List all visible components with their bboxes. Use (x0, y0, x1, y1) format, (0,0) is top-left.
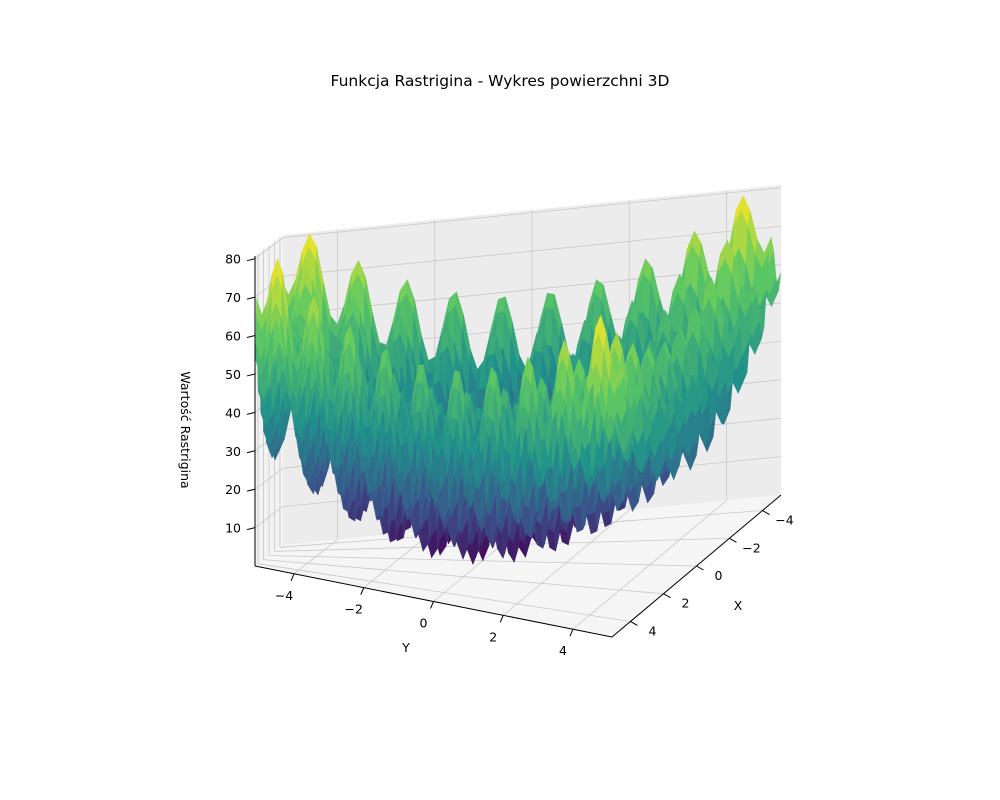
z-tick-label: 50 (225, 367, 241, 382)
grid-z-left (254, 237, 284, 260)
x-tick-label: −2 (742, 540, 760, 555)
z-tick-label: 10 (225, 521, 241, 536)
x-axis-label: X (734, 598, 743, 613)
z-tick-mark (246, 258, 256, 262)
y-tick-label: 2 (489, 629, 497, 644)
pane-floor (255, 495, 781, 637)
x-tick-mark (663, 593, 671, 599)
z-tick-mark (246, 296, 256, 300)
chart-title: Funkcja Rastrigina - Wykres powierzchni … (330, 72, 670, 90)
z-tick-label: 60 (225, 329, 241, 344)
surface-cell (606, 414, 615, 444)
z-tick-label: 70 (225, 290, 241, 305)
y-tick-label: −2 (345, 602, 363, 617)
y-tick-mark (499, 615, 504, 623)
z-tick-mark (246, 335, 256, 339)
y-tick-mark (290, 573, 295, 581)
surface-mesh (254, 195, 782, 565)
x-tick-label: −4 (775, 513, 793, 528)
grid-z-back (282, 225, 782, 277)
grid-y-floor (258, 563, 631, 622)
y-tick-mark (430, 601, 434, 609)
x-tick-mark (696, 565, 704, 571)
grid-y-floor (263, 559, 664, 595)
grid-z-left (254, 506, 284, 528)
z-tick-mark (246, 373, 256, 377)
y-tick-mark (569, 629, 574, 637)
grid-z-back (282, 187, 782, 239)
z-tick-mark (246, 527, 256, 531)
x-tick-mark (762, 510, 770, 515)
y-tick-label: 4 (559, 643, 567, 658)
x-tick-label: 2 (682, 596, 690, 611)
grid-z-left (254, 467, 284, 490)
x-tick-mark (729, 537, 737, 543)
x-tick-label: 4 (649, 623, 657, 638)
z-tick-label: 20 (225, 482, 241, 497)
z-tick-label: 80 (225, 252, 241, 267)
y-tick-label: −4 (275, 588, 293, 603)
y-tick-label: 0 (420, 616, 428, 631)
z-tick-mark (246, 411, 256, 415)
z-tick-label: 30 (225, 444, 241, 459)
y-axis-label: Y (401, 640, 410, 655)
z-tick-mark (246, 450, 256, 454)
z-tick-mark (246, 488, 256, 492)
x-tick-label: 0 (715, 568, 723, 583)
z-axis-label: Wartość Rastrigina (178, 371, 193, 488)
z-tick-label: 40 (225, 405, 241, 420)
x-tick-mark (630, 621, 638, 626)
y-tick-mark (360, 587, 365, 595)
